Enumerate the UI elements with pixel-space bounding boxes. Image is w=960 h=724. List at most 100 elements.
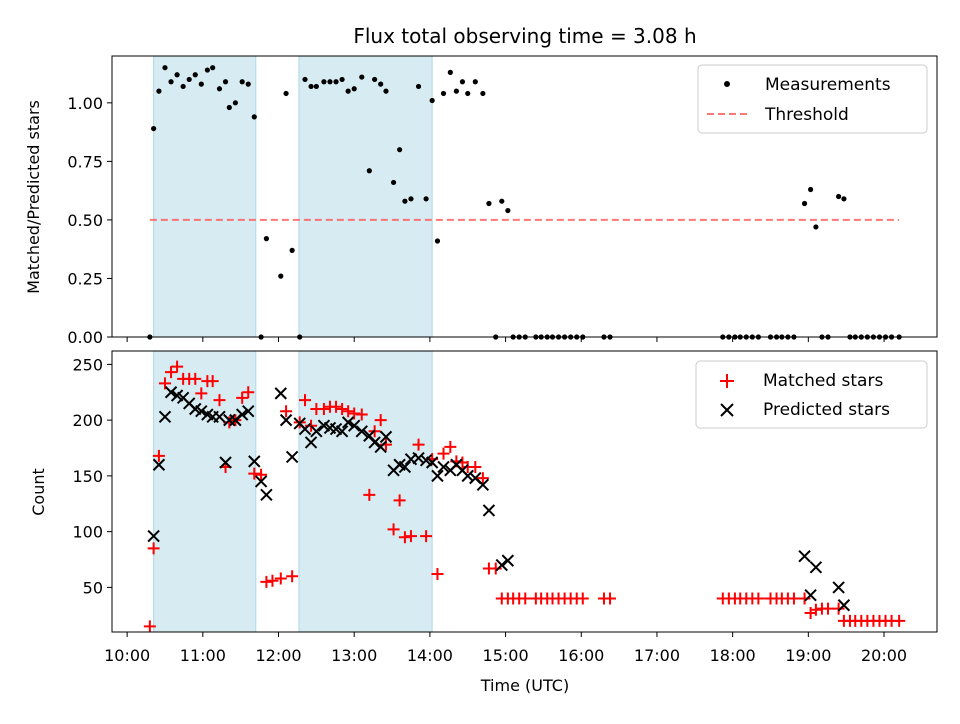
predicted-point xyxy=(461,469,474,483)
measurement-point xyxy=(251,114,257,120)
measurement-point xyxy=(263,236,270,242)
matched-point xyxy=(248,467,261,480)
measurement-point xyxy=(239,79,245,85)
measurement-point xyxy=(333,79,339,85)
measurement-point xyxy=(174,72,180,78)
measurement-point xyxy=(505,207,511,214)
measurement-point xyxy=(486,200,492,207)
matched-point xyxy=(476,472,489,485)
count-axes: 50 100 150 200 250 10:00 11:00 12:00 13:00 14:00 1… xyxy=(72,355,907,665)
predicted-point xyxy=(347,419,361,432)
count-legend-box xyxy=(695,360,928,429)
measurement-point xyxy=(156,88,162,94)
measurement-point xyxy=(339,76,345,83)
matched-point xyxy=(242,386,255,399)
measurement-point xyxy=(366,168,372,174)
matched-point xyxy=(412,438,425,451)
measurement-point xyxy=(204,67,210,73)
measurement-point xyxy=(226,104,232,111)
ratio-legend: Measurements Threshold xyxy=(697,64,928,134)
measurement-point xyxy=(453,88,459,94)
ratio-ytick-label: 0.00 xyxy=(67,328,103,347)
measurement-point xyxy=(289,247,295,253)
matched-point xyxy=(206,375,219,388)
count-xtick-label: 14:00 xyxy=(407,646,453,665)
count-ytick-label: 50 xyxy=(83,578,103,597)
measurement-point xyxy=(813,224,819,230)
measurement-point xyxy=(302,76,308,83)
count-ytick-label: 150 xyxy=(72,467,103,486)
measurement-point xyxy=(351,86,357,92)
matched-point xyxy=(299,394,312,407)
matched-point xyxy=(317,402,330,415)
measurement-point xyxy=(459,79,466,85)
count-xtick-label: 20:00 xyxy=(861,646,907,665)
measurement-point xyxy=(151,125,157,132)
count-xtick-label: 19:00 xyxy=(785,646,831,665)
measurement-point xyxy=(216,86,223,92)
count-xtick-label: 18:00 xyxy=(710,646,756,665)
predicted-point xyxy=(412,451,425,465)
legend-predicted: Predicted stars xyxy=(763,400,890,420)
predicted-point xyxy=(437,460,450,474)
count-xtick-label: 10:00 xyxy=(104,646,150,665)
matched-point xyxy=(330,400,343,413)
matched-point xyxy=(822,602,835,615)
legend-matched-marker xyxy=(720,374,734,388)
predicted-point xyxy=(798,549,811,563)
observing-bands xyxy=(153,55,433,338)
matched-point xyxy=(437,447,450,460)
measurement-point xyxy=(841,196,847,202)
matched-point xyxy=(152,449,165,462)
measurement-point xyxy=(162,65,168,71)
measurement-point xyxy=(415,83,422,90)
matched-point xyxy=(787,592,800,605)
predicted-point xyxy=(274,387,287,400)
matched-point xyxy=(374,414,387,427)
predicted-point xyxy=(254,475,268,488)
ratio-panel-frame xyxy=(111,55,938,338)
measurement-point xyxy=(308,83,314,90)
predicted-point xyxy=(260,488,273,502)
measurement-point xyxy=(198,81,204,87)
ratio-ytick-label: 0.75 xyxy=(67,152,103,171)
ratio-ylabel: Matched/Predicted stars xyxy=(24,100,43,294)
matched-point xyxy=(444,440,457,453)
count-ytick-label: 250 xyxy=(72,355,103,374)
ratio-legend-box xyxy=(697,64,928,134)
matched-point xyxy=(469,460,482,473)
matched-point xyxy=(832,602,845,615)
measurement-point xyxy=(408,196,414,202)
legend-measurements: Measurements xyxy=(765,75,891,95)
predicted-point xyxy=(374,440,387,454)
observing-band xyxy=(298,350,433,633)
matched-point xyxy=(893,614,906,627)
predicted-point xyxy=(341,416,355,429)
matched-point xyxy=(809,603,822,616)
matched-point xyxy=(393,494,406,507)
ratio-axes: 0.00 0.25 0.50 0.75 1.00 xyxy=(67,94,885,347)
measurement-point xyxy=(372,76,378,83)
count-legend: Matched stars Predicted stars xyxy=(695,360,928,429)
measurement-point xyxy=(447,69,453,75)
matched-point xyxy=(398,531,411,544)
count-xtick-label: 17:00 xyxy=(634,646,680,665)
predicted-point xyxy=(501,554,515,567)
matched-point xyxy=(336,402,349,415)
count-xtick-label: 15:00 xyxy=(483,646,529,665)
measurement-point xyxy=(808,186,814,193)
predicted-point xyxy=(804,588,817,602)
predicted-point xyxy=(431,469,444,483)
predicted-point xyxy=(304,436,318,449)
matched-point xyxy=(165,366,178,379)
measurement-point xyxy=(245,81,251,87)
matched-point xyxy=(576,592,589,605)
predicted-point xyxy=(285,450,299,464)
predicted-point xyxy=(242,405,255,418)
count-panel-frame xyxy=(111,350,938,633)
predicted-point xyxy=(164,386,178,399)
predicted-point xyxy=(152,458,166,471)
matched-point xyxy=(213,394,226,407)
predicted-point xyxy=(335,425,349,438)
